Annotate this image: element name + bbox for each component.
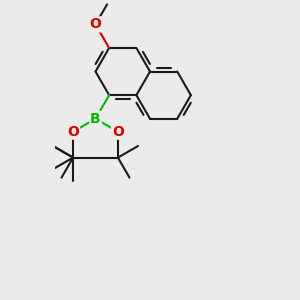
Text: O: O <box>67 125 79 139</box>
Text: B: B <box>90 112 101 126</box>
Text: O: O <box>112 125 124 139</box>
Text: O: O <box>90 17 101 32</box>
